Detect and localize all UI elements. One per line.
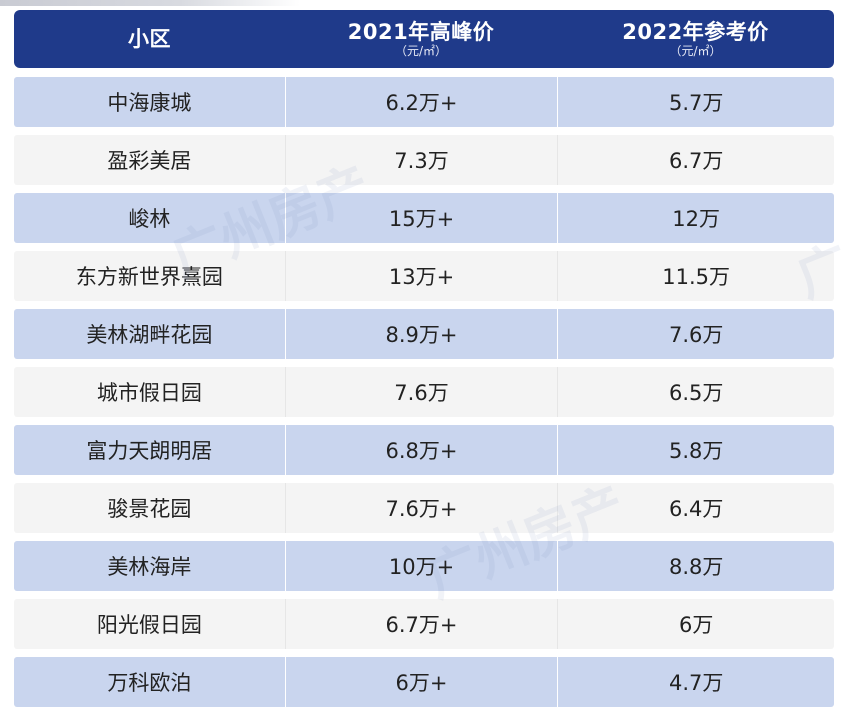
cell-2021-price: 7.6万 (284, 367, 558, 417)
table-row: 峻林 15万+ 12万 (14, 193, 834, 243)
cell-2022-price: 12万 (557, 193, 834, 243)
cell-community: 峻林 (128, 207, 171, 231)
table-row: 东方新世界熹园 13万+ 11.5万 (14, 251, 834, 301)
cell-2021-price: 6.7万+ (284, 599, 558, 649)
table-row: 中海康城 6.2万+ 5.7万 (14, 77, 834, 127)
cell-community: 盈彩美居 (107, 149, 192, 173)
cell-community: 骏景花园 (107, 497, 192, 521)
header-unit: （元/㎡） (669, 43, 722, 58)
header-title: 2021年高峰价 (347, 19, 495, 44)
cell-2022-price: 6万 (557, 599, 834, 649)
cell-2022-price: 7.6万 (557, 309, 834, 359)
table-row: 美林湖畔花园 8.9万+ 7.6万 (14, 309, 834, 359)
header-title: 2022年参考价 (622, 19, 769, 44)
header-unit: （元/㎡） (394, 43, 448, 58)
table-row: 骏景花园 7.6万+ 6.4万 (14, 483, 834, 533)
cell-2021-price: 13万+ (284, 251, 558, 301)
cell-2021-price: 15万+ (284, 193, 558, 243)
cell-2022-price: 11.5万 (557, 251, 834, 301)
table-row: 盈彩美居 7.3万 6.7万 (14, 135, 834, 185)
table-row: 美林海岸 10万+ 8.8万 (14, 541, 834, 591)
cell-2021-price: 7.3万 (284, 135, 558, 185)
cell-2022-price: 5.8万 (557, 425, 834, 475)
header-cell-2022-reference-price: 2022年参考价 （元/㎡） (557, 10, 834, 68)
cell-2022-price: 5.7万 (557, 77, 834, 127)
cell-2021-price: 6.8万+ (284, 425, 558, 475)
header-cell-2021-peak-price: 2021年高峰价 （元/㎡） (285, 10, 557, 68)
cell-2022-price: 4.7万 (557, 657, 834, 707)
cell-2021-price: 6万+ (284, 657, 558, 707)
header-cell-community: 小区 (14, 10, 285, 68)
cell-2021-price: 10万+ (284, 541, 558, 591)
cell-community: 东方新世界熹园 (75, 265, 223, 289)
cell-community: 中海康城 (107, 91, 192, 115)
cell-community: 万科欧泊 (107, 671, 192, 695)
cell-2021-price: 7.6万+ (284, 483, 558, 533)
table-row: 万科欧泊 6万+ 4.7万 (14, 657, 834, 707)
cell-community: 美林湖畔花园 (86, 323, 213, 347)
header-title: 小区 (128, 27, 171, 51)
table-row: 阳光假日园 6.7万+ 6万 (14, 599, 834, 649)
cell-2022-price: 8.8万 (557, 541, 834, 591)
cell-community: 阳光假日园 (96, 613, 202, 637)
cell-2022-price: 6.7万 (557, 135, 834, 185)
cell-2021-price: 6.2万+ (284, 77, 558, 127)
cell-community: 城市假日园 (96, 381, 202, 405)
cell-2022-price: 6.5万 (557, 367, 834, 417)
cell-2022-price: 6.4万 (557, 483, 834, 533)
cell-community: 富力天朗明居 (86, 439, 213, 463)
table-header: 小区 2021年高峰价 （元/㎡） 2022年参考价 （元/㎡） (14, 10, 834, 68)
cropped-top-text (0, 0, 300, 6)
cell-2021-price: 8.9万+ (284, 309, 558, 359)
table-body: 中海康城 6.2万+ 5.7万 盈彩美居 7.3万 6.7万 峻林 15万+ 1… (14, 77, 834, 715)
table-row: 富力天朗明居 6.8万+ 5.8万 (14, 425, 834, 475)
table-row: 城市假日园 7.6万 6.5万 (14, 367, 834, 417)
cell-community: 美林海岸 (107, 555, 192, 579)
